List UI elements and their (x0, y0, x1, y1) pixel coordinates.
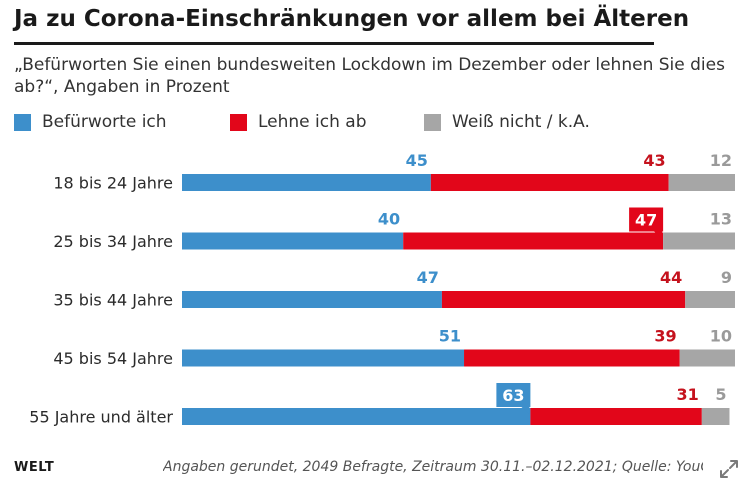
legend-label-approve: Befürworte ich (42, 112, 167, 132)
bar-segment-unknown (701, 408, 730, 425)
category-label: 25 bis 34 Jahre (53, 232, 173, 251)
category-label: 35 bis 44 Jahre (53, 291, 173, 310)
category-label: 45 bis 54 Jahre (53, 349, 173, 368)
bar-row: 45 bis 54 Jahre 51 39 10 (53, 327, 735, 368)
brand-logo: WELT (14, 460, 55, 475)
bar-segment-unknown (679, 349, 735, 367)
bar-segment-unknown (668, 174, 735, 191)
value-label-unknown: 12 (710, 151, 732, 170)
title-rule (14, 42, 654, 45)
value-label-unknown: 13 (710, 210, 732, 229)
chart-subtitle: „Befürworten Sie einen bundesweiten Lock… (14, 55, 725, 97)
value-label-unknown: 10 (710, 327, 732, 346)
bar-segment-unknown (685, 291, 735, 308)
expand-icon[interactable] (718, 458, 740, 480)
bar-segment-approve (182, 349, 465, 367)
bar-segment-unknown (663, 232, 735, 250)
value-label-unknown: 5 (715, 385, 726, 404)
value-label-reject: 44 (660, 268, 682, 287)
value-badge-pointer (654, 231, 663, 239)
value-badge-pointer (521, 407, 530, 414)
category-label: 18 bis 24 Jahre (53, 174, 173, 193)
value-label-reject: 39 (654, 327, 676, 346)
value-label-approve: 51 (439, 327, 461, 346)
legend-swatch-reject (230, 113, 247, 131)
legend-swatch-approve (14, 113, 31, 131)
legend-label-unknown: Weiß nicht / k.A. (452, 112, 590, 132)
bar-segment-reject (464, 349, 680, 367)
bar-row: 18 bis 24 Jahre 45 43 12 (53, 151, 735, 193)
value-badge-approve (496, 383, 531, 407)
legend: Befürworte ich Lehne ich ab Weiß nicht /… (14, 111, 744, 133)
bar-segment-reject (403, 232, 664, 250)
bar-segment-reject (530, 408, 702, 425)
bar-segment-reject (441, 291, 686, 308)
value-label-reject: 31 (677, 385, 699, 404)
legend-item-approve: Befürworte ich (14, 111, 167, 133)
bar-row: 35 bis 44 Jahre 47 44 9 (53, 268, 735, 310)
bar-segment-approve (182, 232, 404, 250)
legend-item-reject: Lehne ich ab (230, 111, 367, 133)
legend-swatch-unknown (424, 113, 441, 131)
bar-row: 55 Jahre und älter 63 31 5 (29, 383, 730, 427)
legend-item-unknown: Weiß nicht / k.A. (424, 111, 590, 133)
bar-segment-approve (182, 291, 442, 308)
value-label-approve: 45 (406, 151, 428, 170)
bar-row: 25 bis 34 Jahre 40 47 13 (53, 207, 735, 251)
value-label-approve: 40 (378, 210, 400, 229)
value-label-approve: 47 (417, 268, 439, 287)
chart-title: Ja zu Corona-Einschränkungen vor allem b… (14, 6, 690, 32)
value-label-reject: 43 (643, 151, 665, 170)
category-label: 55 Jahre und älter (29, 408, 173, 427)
source-note: Angaben gerundet, 2049 Befragte, Zeitrau… (163, 459, 703, 475)
value-badge-reject (629, 207, 664, 232)
value-label-unknown: 9 (721, 268, 732, 287)
value-label-reject: 47 (635, 211, 657, 230)
legend-label-reject: Lehne ich ab (258, 112, 367, 132)
bar-segment-approve (182, 408, 531, 425)
bar-segment-reject (430, 174, 669, 191)
bar-segment-approve (182, 174, 431, 191)
value-label-approve: 63 (502, 386, 524, 405)
